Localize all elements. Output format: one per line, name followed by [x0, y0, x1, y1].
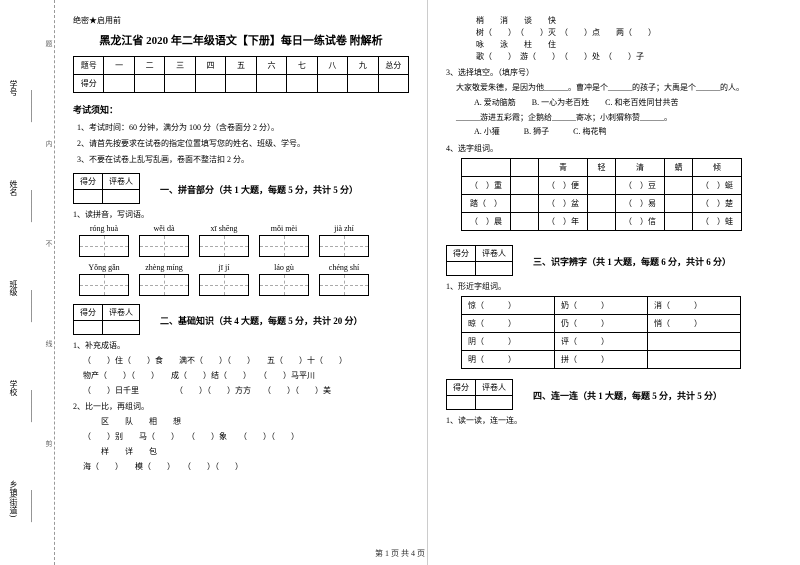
fill-2: 物产（ ）（ ） 成（ ）结（ ） （ ）马平川 — [83, 370, 409, 383]
q2-2: 2、比一比，再组词。 — [73, 401, 409, 412]
score-h-6: 六 — [256, 57, 286, 75]
section-3-title: 三、识字辨字（共 1 大题，每题 6 分，共计 6 分） — [533, 255, 731, 268]
group-1: 区 队 相 想 — [83, 416, 409, 429]
top-chars-4: 歌（ ） 游（ ） （ ）处 （ ）子 — [476, 51, 782, 63]
q4-1: 1、读一读，连一连。 — [446, 415, 782, 426]
label-id: 学号 — [8, 80, 19, 96]
group-4: 海（ ） 模（ ） （ ）（ ） — [83, 461, 409, 474]
dash-no: 不 — [44, 240, 54, 247]
notice-2: 2、请首先按要求在试卷的指定位置填写您的姓名、班级、学号。 — [73, 138, 409, 149]
dash-inner: 内 — [44, 140, 54, 147]
label-name: 姓名 — [8, 180, 19, 196]
char-table: 青轻清蜻倾 （ ）重（ ）便（ ）豆（ ）蜓 踏（ ）（ ）盆（ ）易（ ）楚 … — [461, 158, 742, 231]
label-grade: 班级 — [8, 280, 19, 296]
grid-row-2 — [79, 274, 409, 296]
label-school: 乡镇(街道) — [8, 480, 19, 517]
score-h-0: 题号 — [74, 57, 104, 75]
dash-cut: 剪 — [44, 440, 54, 447]
fill-3: （ ）日千里 （ ）（ ）方方 （ ）（ ）美 — [83, 385, 409, 398]
field-class[interactable]: ________ — [30, 390, 39, 422]
score-h-8: 八 — [317, 57, 347, 75]
field-school[interactable]: ________ — [30, 490, 39, 522]
top-chars-2: 树（ ） （ ）灭 （ ）点 两（ ） — [476, 27, 782, 39]
pinyin-row-2: Yǒng gǎn zhèng míng jī jí láo gù chéng s… — [79, 263, 409, 272]
section-1-title: 一、拼音部分（共 1 大题，每题 5 分，共计 5 分） — [160, 183, 358, 196]
q3: 3、选择填空。（填序号） — [446, 67, 782, 78]
page-footer: 第 1 页 共 4 页 — [0, 548, 800, 559]
score-h-10: 总分 — [378, 57, 408, 75]
field-grade[interactable]: ________ — [30, 290, 39, 322]
exam-title: 黑龙江省 2020 年二年级语文【下册】每日一练试卷 附解析 — [73, 32, 409, 48]
mini-score-3: 得分评卷人 — [446, 245, 513, 276]
pinyin-row-1: róng huà wěi dà xī shēng mǒi mèi jià zhí — [79, 224, 409, 233]
section-4-title: 四、连一连（共 1 大题，每题 5 分，共计 5 分） — [533, 389, 722, 402]
q3-line4: A. 小獾 B. 狮子 C. 梅花鸭 — [456, 126, 782, 139]
q3-line3: ______游进五彩霞；企鹅给______寄冰；小刺猬称赞______。 — [456, 112, 782, 125]
top-chars-3: 咏 泳 柱 住 — [476, 39, 782, 51]
q1-1: 1、读拼音，写词语。 — [73, 209, 409, 220]
field-id[interactable]: ________ — [30, 90, 39, 122]
mini-score-4: 得分评卷人 — [446, 379, 513, 410]
score-h-4: 四 — [195, 57, 225, 75]
score-h-9: 九 — [348, 57, 378, 75]
notice-3: 3、不要在试卷上乱写乱画，卷面不整洁扣 2 分。 — [73, 154, 409, 165]
q4: 4、选字组词。 — [446, 143, 782, 154]
q3-1: 1、形近字组词。 — [446, 281, 782, 292]
word-table: 惊（ ）奶（ ）消（ ） 晾（ ）仍（ ）悄（ ） 阴（ ）评（ ） 明（ ）拼… — [461, 296, 741, 369]
q3-line1: 大家敬爱朱德，是因为他______。曹冲是个______的孩子；大禹是个____… — [456, 82, 782, 95]
score-table: 题号 一 二 三 四 五 六 七 八 九 总分 得分 — [73, 56, 409, 93]
grid-row-1 — [79, 235, 409, 257]
score-h-2: 二 — [134, 57, 164, 75]
group-2: （ ）别 马（ ） （ ）象 （ ）（ ） — [83, 431, 409, 444]
q3-line2: A. 爱动脑筋 B. 一心为老百姓 C. 和老百姓同甘共苦 — [456, 97, 782, 110]
notice-title: 考试须知： — [73, 103, 409, 116]
dash-line: 线 — [44, 340, 54, 347]
score-h-7: 七 — [287, 57, 317, 75]
notice-1: 1、考试时间：60 分钟，满分为 100 分（含卷面分 2 分）。 — [73, 122, 409, 133]
score-h-1: 一 — [104, 57, 134, 75]
score-r-0: 得分 — [74, 75, 104, 93]
fill-1: （ ）住（ ）食 满不（ ）（ ） 五（ ）十（ ） — [83, 355, 409, 368]
q2-1: 1、补充成语。 — [73, 340, 409, 351]
top-chars-1: 梢 消 谈 快 — [476, 15, 782, 27]
group-3: 样 详 包 — [83, 446, 409, 459]
score-h-3: 三 — [165, 57, 195, 75]
secret-label: 绝密★启用前 — [73, 15, 409, 26]
score-h-5: 五 — [226, 57, 256, 75]
dash-ans: 题 — [44, 40, 54, 47]
section-2-title: 二、基础知识（共 4 大题，每题 5 分，共计 20 分） — [160, 314, 363, 327]
label-class: 学校 — [8, 380, 19, 396]
field-name[interactable]: ________ — [30, 190, 39, 222]
mini-score-1: 得分评卷人 — [73, 173, 140, 204]
mini-score-2: 得分评卷人 — [73, 304, 140, 335]
